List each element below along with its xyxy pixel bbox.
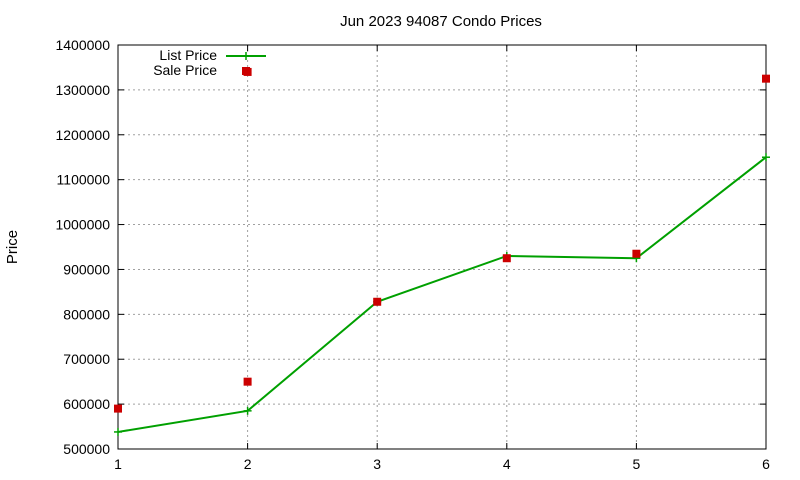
- y-tick-label: 800000: [63, 306, 110, 322]
- y-tick-label: 1000000: [55, 217, 110, 233]
- legend-item: Sale Price: [153, 62, 250, 78]
- series-layer: [114, 67, 770, 436]
- y-tick-labels: 500000 600000 700000 800000 900000 1000000 110…: [55, 37, 110, 457]
- y-tick-label: 1300000: [55, 82, 110, 98]
- legend-label: Sale Price: [153, 62, 217, 78]
- y-tick-label: 1200000: [55, 127, 110, 143]
- x-tick-labels: 1 2 3 4 5 6: [114, 456, 770, 472]
- list-price-point: [243, 406, 252, 415]
- plot-frame: [117, 44, 767, 450]
- list-price-line: [117, 156, 767, 433]
- legend-square-swatch: [242, 67, 250, 75]
- x-tick-label: 3: [373, 456, 381, 472]
- x-tick-label: 4: [503, 456, 511, 472]
- sale-price-point: [502, 254, 511, 263]
- x-tick-label: 2: [244, 456, 252, 472]
- plot-border: [117, 44, 767, 450]
- y-tick-label: 1100000: [57, 172, 111, 188]
- list-price-point: [762, 153, 770, 162]
- grid-lines: [118, 45, 766, 449]
- legend-item: List Price: [159, 47, 266, 63]
- y-axis-label: Price: [4, 230, 21, 264]
- y-tick-label: 500000: [63, 441, 110, 457]
- sale-price-point: [243, 377, 252, 386]
- sale-price-point: [373, 297, 382, 306]
- x-tick-label: 6: [762, 456, 770, 472]
- sale-price-point: [114, 404, 122, 413]
- y-tick-label: 1400000: [55, 37, 110, 53]
- y-tick-label: 700000: [63, 351, 110, 367]
- chart-title: Jun 2023 94087 Condo Prices: [340, 13, 542, 30]
- x-tick-label: 1: [114, 456, 122, 472]
- x-tick-label: 5: [633, 456, 641, 472]
- sale-price-point: [632, 249, 641, 258]
- y-tick-label: 900000: [63, 261, 110, 277]
- y-tick-label: 600000: [63, 396, 110, 412]
- list-price-point: [114, 427, 122, 436]
- sale-price-point: [762, 74, 770, 83]
- legend-label: List Price: [159, 47, 217, 63]
